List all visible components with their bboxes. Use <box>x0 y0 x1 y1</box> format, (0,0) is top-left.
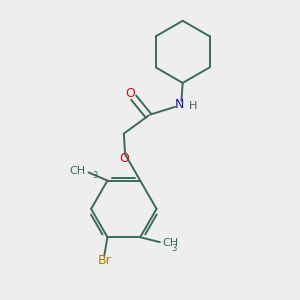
Text: N: N <box>175 98 184 111</box>
Text: CH: CH <box>162 238 178 248</box>
Text: CH: CH <box>70 166 86 176</box>
Text: 3: 3 <box>92 171 98 180</box>
Text: H: H <box>189 101 197 111</box>
Text: 3: 3 <box>171 244 177 253</box>
Text: Br: Br <box>97 254 111 267</box>
Text: O: O <box>119 152 129 165</box>
Text: O: O <box>125 87 135 100</box>
